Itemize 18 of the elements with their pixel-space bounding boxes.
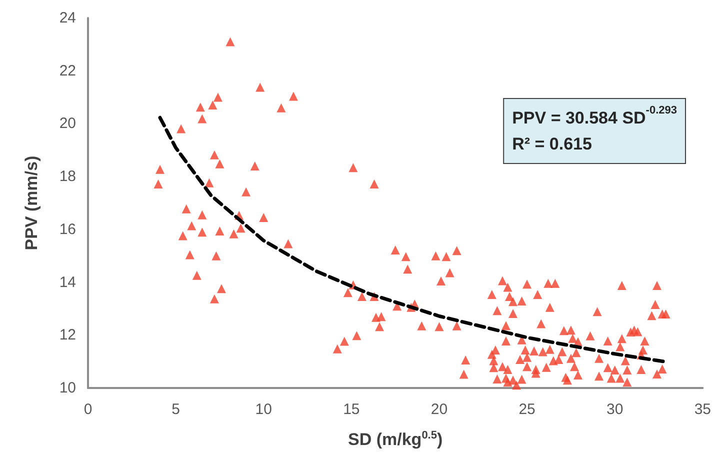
y-tick-label: 24 bbox=[59, 10, 76, 26]
x-tick-label: 25 bbox=[518, 401, 536, 418]
x-tick-label: 30 bbox=[606, 401, 624, 418]
x-tick-label: 10 bbox=[255, 401, 272, 418]
y-tick-label: 14 bbox=[59, 274, 76, 291]
x-tick-label: 35 bbox=[694, 401, 711, 418]
y-tick-label: 22 bbox=[59, 62, 76, 80]
y-axis-title: PPV (mm/s) bbox=[22, 156, 41, 250]
x-tick-label: 20 bbox=[430, 401, 448, 418]
x-tick-label: 15 bbox=[343, 401, 360, 418]
y-tick-label: 18 bbox=[59, 168, 76, 186]
y-tick-label: 20 bbox=[59, 115, 76, 132]
y-tick-label: 10 bbox=[59, 380, 76, 396]
annotation: R² = 0.615 bbox=[512, 134, 592, 154]
x-tick-label: 0 bbox=[84, 401, 92, 418]
y-tick-label: 12 bbox=[59, 326, 76, 344]
x-tick-label: 5 bbox=[172, 401, 180, 418]
y-tick-label: 16 bbox=[59, 220, 76, 238]
